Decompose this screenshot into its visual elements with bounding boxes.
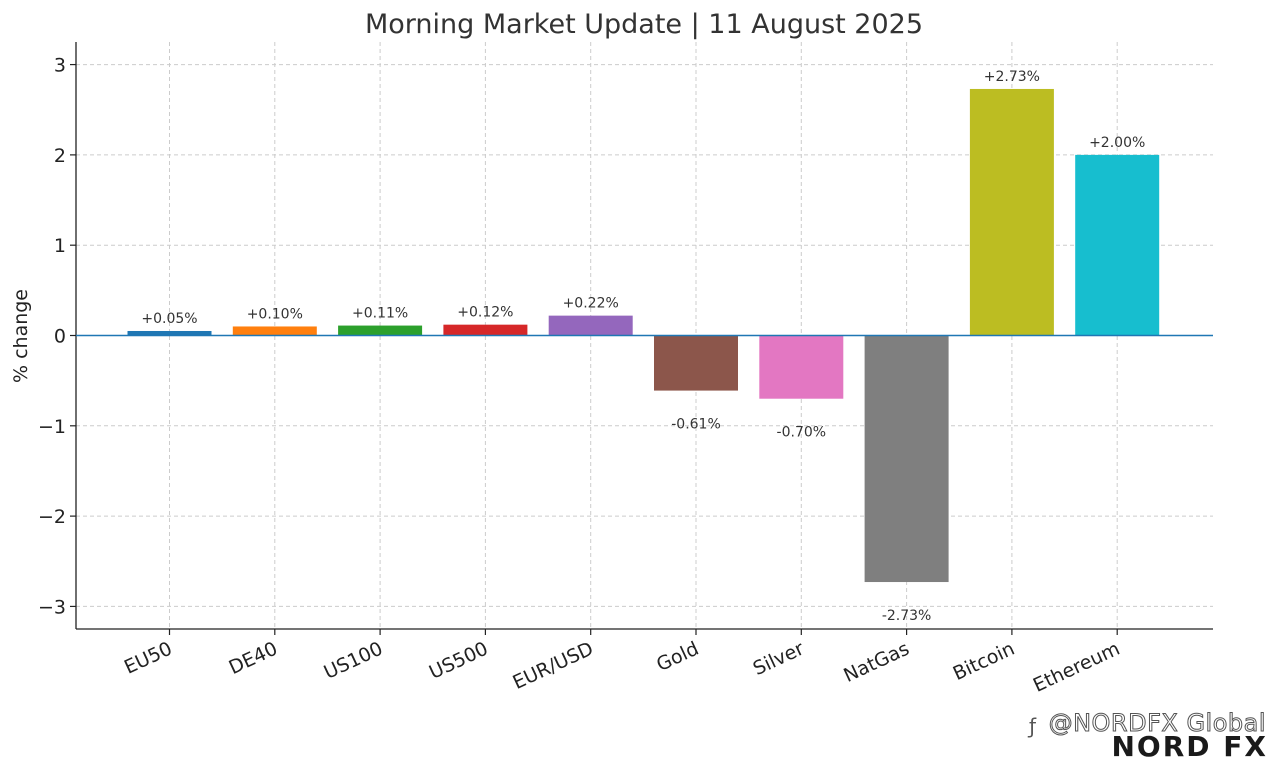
x-tick-label: EUR/USD [509,638,596,694]
bar [759,335,844,399]
bars [127,88,1160,583]
data-label: +0.05% [141,311,197,327]
x-tick-label: Gold [653,638,702,676]
social-icon: ƒ [1028,714,1036,738]
y-tick-label: 3 [54,55,66,77]
data-label: +2.73% [984,69,1040,85]
y-tick-label: −2 [38,506,66,528]
y-tick-label: −1 [38,416,66,438]
y-ticks: 3 2 1 0 −1 −2 −3 [38,55,76,618]
data-label: +0.22% [563,296,619,312]
y-tick-label: 0 [54,326,66,348]
x-tick-label: US100 [321,638,387,684]
y-tick-label: 1 [54,235,66,257]
x-tick-label: DE40 [226,638,281,679]
x-tick-label: Silver [750,638,808,681]
data-label: -2.73% [882,608,932,624]
watermark-handle: @NORDFX Global [1048,709,1266,738]
bar [548,315,633,336]
data-label: -0.61% [671,417,721,433]
bar [232,326,317,336]
x-ticks: EU50 DE40 US100 US500 EUR/USD Gold Silver NatGa… [121,629,1123,697]
bar [654,335,738,391]
chart-title: Morning Market Update | 11 August 2025 [365,9,923,40]
data-label: +0.11% [352,306,408,322]
data-labels: +0.05% +0.10% +0.11% +0.12% +0.22% -0.61% -0.7… [141,69,1145,624]
bar [969,88,1054,336]
data-label: -0.70% [777,425,827,441]
y-tick-label: −3 [38,596,66,618]
data-label: +0.10% [247,306,303,322]
y-tick-label: 2 [54,145,66,167]
y-axis-label: % change [10,289,32,383]
bar [338,325,423,336]
data-label: +0.12% [457,305,513,321]
x-tick-label: Ethereum [1030,638,1123,697]
watermark-logo: NORD FX [1111,730,1268,763]
x-tick-label: US500 [426,638,492,684]
x-tick-label: EU50 [121,638,176,679]
bar [443,324,528,336]
data-label: +2.00% [1089,135,1145,151]
bar [1075,154,1160,336]
bar [127,330,212,336]
bar [864,335,949,583]
x-tick-label: Bitcoin [950,638,1018,685]
x-tick-label: NatGas [840,638,912,687]
